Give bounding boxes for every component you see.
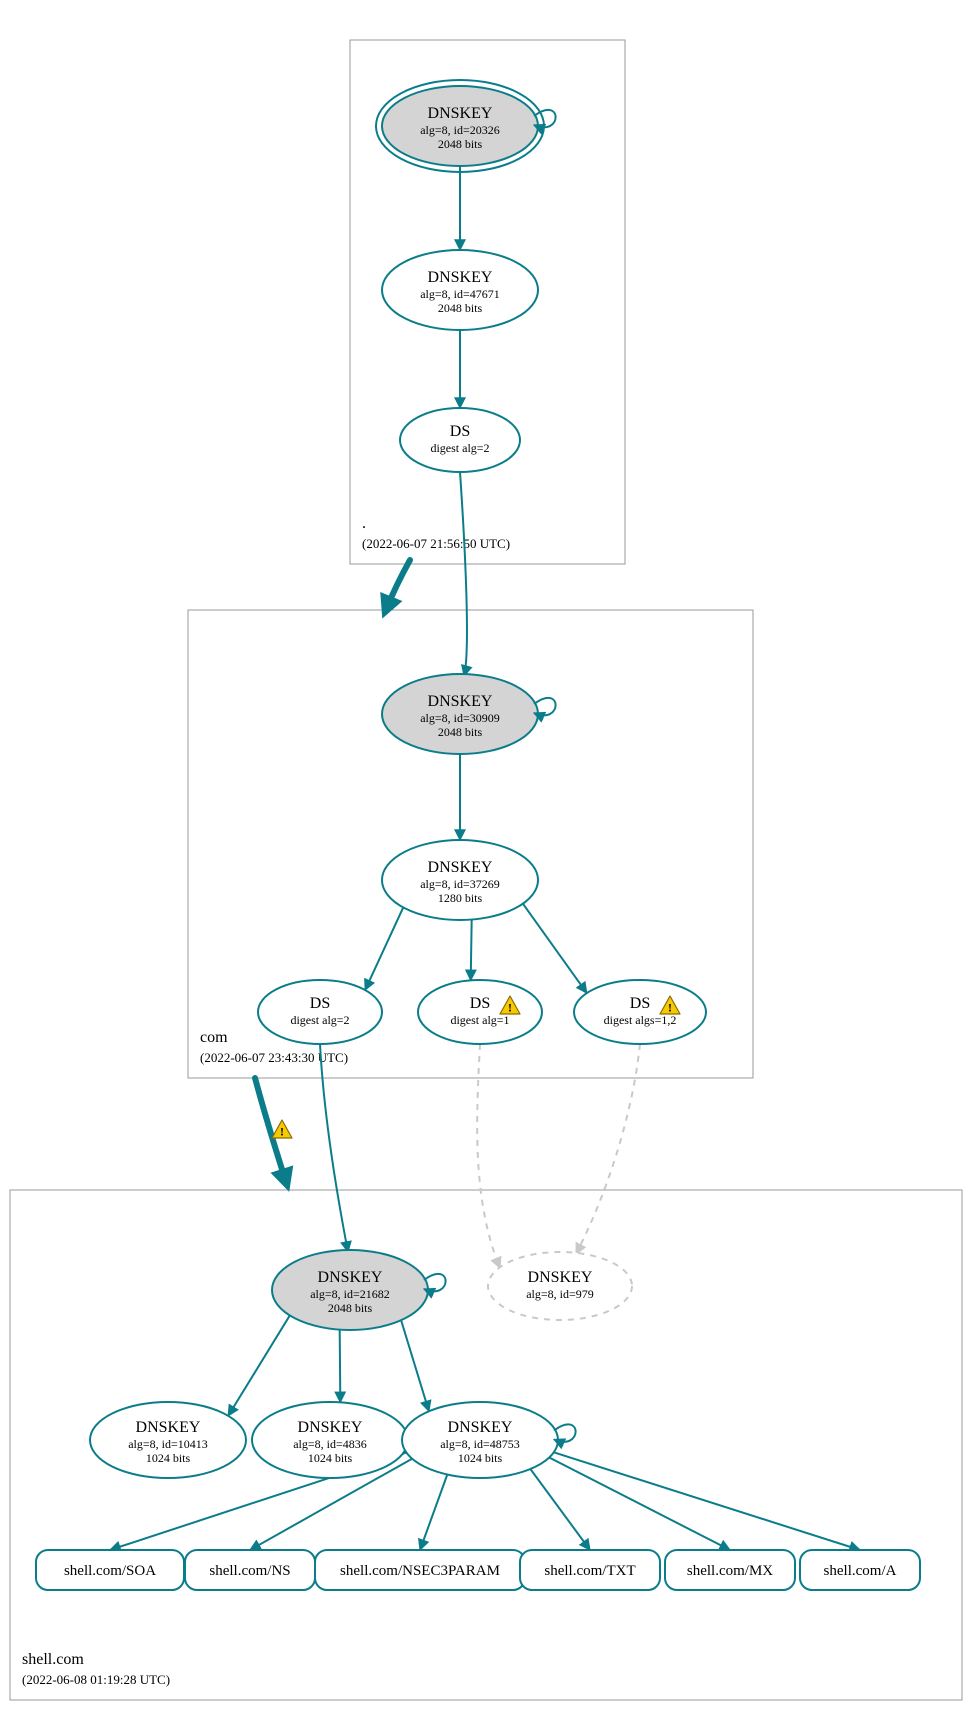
record-label: shell.com/NSEC3PARAM [340,1563,500,1579]
node-sub2: 1024 bits [308,1451,353,1465]
node-sub2: 2048 bits [328,1301,373,1315]
zone-timestamp: (2022-06-07 21:56:50 UTC) [362,536,510,551]
svg-text:!: ! [668,1001,672,1015]
node-sub1: alg=8, id=10413 [128,1437,208,1451]
node-com_ds2: DSdigest alg=1! [418,980,542,1044]
node-sub1: alg=8, id=47671 [420,287,500,301]
node-sub1: digest algs=1,2 [604,1013,677,1027]
node-sub1: alg=8, id=30909 [420,711,500,725]
node-title: DNSKEY [318,1269,383,1286]
node-sub2: 1280 bits [438,891,483,905]
zone-timestamp: (2022-06-08 01:19:28 UTC) [22,1672,170,1687]
node-title: DNSKEY [428,693,493,710]
node-shell_km: DNSKEYalg=8, id=979 [488,1252,632,1320]
node-sub2: 1024 bits [146,1451,191,1465]
node-sub1: alg=8, id=4836 [293,1437,367,1451]
node-sub2: 2048 bits [438,301,483,315]
node-shell_k2: DNSKEYalg=8, id=104131024 bits [90,1402,246,1478]
node-sub1: digest alg=1 [450,1013,509,1027]
node-title: DS [470,995,490,1012]
record-label: shell.com/NS [209,1563,290,1579]
node-title: DNSKEY [428,269,493,286]
record-rec_mx: shell.com/MX [665,1550,795,1590]
record-rec_soa: shell.com/SOA [36,1550,184,1590]
node-sub1: alg=8, id=21682 [310,1287,390,1301]
edge-shell_k1-shell_k3 [340,1330,341,1403]
record-layer: shell.com/SOA shell.com/NS shell.com/NSEC3… [36,1550,920,1590]
node-title: DS [630,995,650,1012]
node-shell_k3: DNSKEYalg=8, id=48361024 bits [252,1402,408,1478]
node-com_ds1: DSdigest alg=2 [258,980,382,1044]
node-sub1: alg=8, id=20326 [420,123,500,137]
dnssec-diagram: . (2022-06-07 21:56:50 UTC) com (2022-06-07… [0,0,976,1711]
node-sub2: 2048 bits [438,725,483,739]
node-title: DNSKEY [298,1419,363,1436]
record-rec_txt: shell.com/TXT [520,1550,660,1590]
record-rec_a: shell.com/A [800,1550,920,1590]
node-sub1: alg=8, id=48753 [440,1437,520,1451]
node-title: DNSKEY [428,105,493,122]
record-label: shell.com/SOA [64,1563,156,1579]
record-label: shell.com/A [824,1563,897,1579]
node-com_ds3: DSdigest algs=1,2! [574,980,706,1044]
node-sub1: digest alg=2 [290,1013,349,1027]
node-com_k2: DNSKEYalg=8, id=372691280 bits [382,840,538,920]
node-title: DNSKEY [528,1269,593,1286]
node-sub1: alg=8, id=37269 [420,877,500,891]
zone-label: . [362,515,366,532]
node-title: DNSKEY [136,1419,201,1436]
node-title: DS [450,423,470,440]
node-sub1: alg=8, id=979 [526,1287,594,1301]
record-label: shell.com/TXT [544,1563,635,1579]
node-sub2: 1024 bits [458,1451,503,1465]
zone-label: com [200,1029,228,1046]
zone-timestamp: (2022-06-07 23:43:30 UTC) [200,1050,348,1065]
zone-label: shell.com [22,1651,84,1668]
svg-text:!: ! [280,1125,284,1139]
node-root_k2: DNSKEYalg=8, id=476712048 bits [382,250,538,330]
node-title: DNSKEY [428,859,493,876]
node-sub1: digest alg=2 [430,441,489,455]
node-title: DNSKEY [448,1419,513,1436]
edge-com_k2-com_ds2 [471,920,472,981]
node-sub2: 2048 bits [438,137,483,151]
record-rec_nsec: shell.com/NSEC3PARAM [315,1550,525,1590]
record-rec_ns: shell.com/NS [185,1550,315,1590]
node-title: DS [310,995,330,1012]
node-root_ds: DSdigest alg=2 [400,408,520,472]
svg-text:!: ! [508,1001,512,1015]
record-label: shell.com/MX [687,1563,773,1579]
